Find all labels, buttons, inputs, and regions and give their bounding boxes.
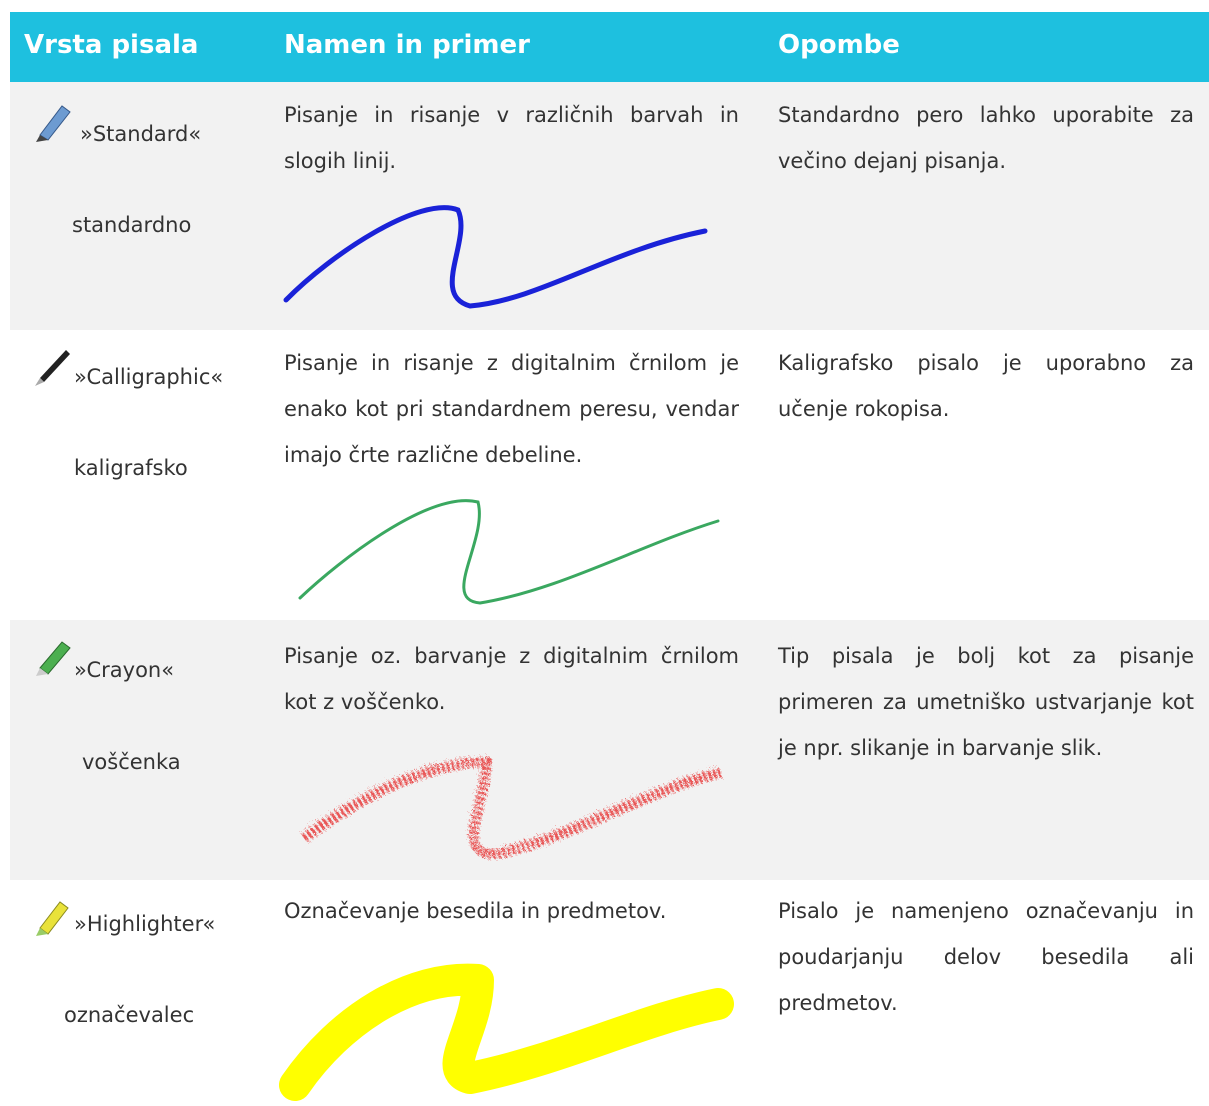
pen-label: označevalec bbox=[64, 1003, 195, 1027]
header-cell: Opombe bbox=[778, 30, 900, 60]
stroke-example bbox=[279, 963, 734, 1101]
pen-icon bbox=[36, 105, 71, 142]
notes: Pisalo je namenjeno označevanju in pouda… bbox=[778, 899, 1194, 1015]
notes: Kaligrafsko pisalo je uporabno za učenje… bbox=[778, 351, 1194, 421]
purpose: Pisanje in risanje z digitalnim črnilom … bbox=[284, 351, 739, 467]
pen-label: standardno bbox=[72, 213, 192, 237]
table-row bbox=[10, 620, 1209, 880]
stroke-example bbox=[298, 499, 720, 605]
purpose: Pisanje oz. barvanje z digitalnim črnilo… bbox=[284, 644, 739, 714]
pen-name: »Standard« bbox=[80, 122, 202, 146]
table-row bbox=[10, 82, 1209, 330]
purpose: Pisanje in risanje v različnih barvah in… bbox=[284, 103, 739, 173]
pen-icon bbox=[35, 350, 70, 386]
pen-icon bbox=[36, 641, 71, 676]
header-cell: Namen in primer bbox=[284, 30, 530, 60]
notes: Standardno pero lahko uporabite za večin… bbox=[778, 103, 1194, 173]
table-header: Vrsta pisala Namen in primer Opombe bbox=[10, 12, 1209, 82]
pen-name: »Crayon« bbox=[74, 658, 175, 682]
notes: Tip pisala je bolj kot za pisanje primer… bbox=[778, 644, 1194, 760]
stroke-example bbox=[299, 754, 720, 858]
pen-name: »Calligraphic« bbox=[74, 365, 224, 389]
pen-name: »Highlighter« bbox=[74, 912, 216, 936]
pen-label: voščenka bbox=[82, 750, 181, 774]
header-cell: Vrsta pisala bbox=[24, 30, 199, 60]
stroke-example bbox=[283, 205, 708, 309]
purpose: Označevanje besedila in predmetov. bbox=[284, 899, 667, 923]
pen-icon bbox=[36, 901, 69, 936]
pen-label: kaligrafsko bbox=[74, 456, 188, 480]
